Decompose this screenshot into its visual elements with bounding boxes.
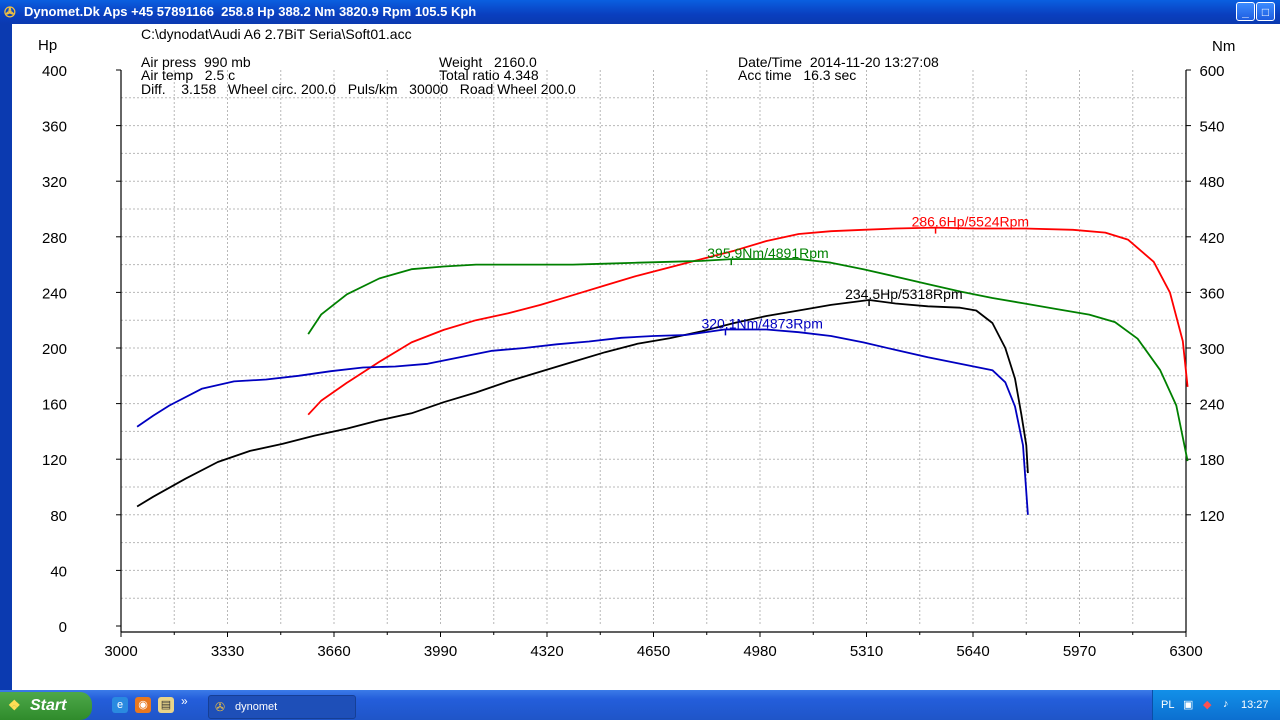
app-icon: ✇ — [4, 4, 16, 20]
acc-time: Acc time 16.3 sec — [738, 67, 856, 83]
x-tick-label: 3000 — [104, 643, 137, 660]
x-tick-label: 3990 — [424, 643, 457, 660]
y-left-tick-label: 400 — [42, 63, 67, 80]
taskbar — [0, 690, 1280, 720]
left-axis-label: Hp — [38, 37, 57, 54]
network-icon[interactable]: ▣ — [1183, 699, 1194, 711]
x-tick-label: 4650 — [637, 643, 670, 660]
firefox-icon[interactable]: ◉ — [135, 697, 151, 713]
file-path: C:\dynodat\Audi A6 2.7BiT Seria\Soft01.a… — [141, 26, 412, 42]
y-left-tick-label: 40 — [50, 563, 67, 580]
y-right-tick-label: 420 — [1199, 230, 1224, 247]
y-right-tick-label: 180 — [1199, 452, 1224, 469]
peak-label-4: 320.1Nm/4873Rpm — [701, 315, 822, 331]
y-right-tick-label: 120 — [1199, 508, 1224, 525]
y-left-tick-label: 160 — [42, 397, 67, 414]
series-line-2 — [307, 258, 1189, 462]
x-tick-label: 5310 — [850, 643, 883, 660]
security-icon[interactable]: ◆ — [1203, 699, 1212, 711]
window-left-border — [0, 24, 12, 690]
x-tick-label: 5970 — [1063, 643, 1096, 660]
x-tick-label: 6300 — [1169, 643, 1202, 660]
y-right-tick-label: 240 — [1199, 397, 1224, 414]
chart-grid — [121, 70, 1186, 626]
dyno-chart: 3000 3330 3660 3990 4320 4650 4980 5310 5640 5970… — [38, 26, 1235, 660]
language-indicator[interactable]: PL — [1161, 699, 1175, 711]
peak-label-1: 286.6Hp/5524Rpm — [912, 214, 1030, 230]
x-tick-label: 4320 — [530, 643, 563, 660]
x-tick-label: 3330 — [211, 643, 244, 660]
minimize-button[interactable]: _ — [1236, 2, 1255, 21]
air-press: Air press 990 mb — [141, 54, 251, 70]
y-left-tick-label: 240 — [42, 285, 67, 302]
y-left-tick-label: 120 — [42, 452, 67, 469]
total-ratio: Total ratio 4.348 — [439, 67, 539, 83]
windows-flag-icon: ❖ — [8, 697, 21, 713]
window-title: Dynomet.Dk Aps +45 57891166 258.8 Hp 388… — [24, 4, 477, 19]
quick-launch-more[interactable]: » — [181, 694, 188, 708]
air-temp: Air temp 2.5 c — [141, 67, 235, 83]
y-right-tick-label: 480 — [1199, 174, 1224, 191]
diff-line: Diff. 3.158 Wheel circ. 200.0 Puls/km 30… — [141, 81, 576, 97]
series-line-3 — [136, 299, 1029, 508]
window-titlebar[interactable]: ✇ Dynomet.Dk Aps +45 57891166 258.8 Hp 3… — [0, 0, 1280, 24]
y-left-tick-label: 200 — [42, 341, 67, 358]
y-right-tick-label: 300 — [1199, 341, 1224, 358]
weight: Weight 2160.0 — [439, 54, 537, 70]
y-right-tick-label: 360 — [1199, 285, 1224, 302]
series-line-4 — [136, 328, 1029, 515]
x-tick-label: 5640 — [956, 643, 989, 660]
y-left-tick-label: 280 — [42, 230, 67, 247]
peak-label-2: 395.9Nm/4891Rpm — [707, 245, 828, 261]
ie-icon[interactable]: e — [112, 697, 128, 713]
series-line-1 — [307, 226, 1189, 416]
chart-series — [136, 226, 1189, 515]
volume-icon[interactable]: ♪ — [1223, 698, 1229, 710]
system-tray: PL ▣ ◆ ♪ 13:27 — [1152, 690, 1280, 720]
y-right-tick-label: 600 — [1199, 63, 1224, 80]
y-left-tick-label: 80 — [50, 508, 67, 525]
chart-annotations: 286.6Hp/5524Rpm 395.9Nm/4891Rpm 234.5Hp/53… — [701, 214, 1029, 336]
clock: 13:27 — [1241, 699, 1269, 711]
y-left-tick-label: 320 — [42, 174, 67, 191]
y-left-tick-label: 360 — [42, 119, 67, 136]
chart-ticks: 3000 3330 3660 3990 4320 4650 4980 5310 5640 5970… — [42, 63, 1225, 660]
y-right-tick-label: 540 — [1199, 119, 1224, 136]
right-axis-label: Nm — [1212, 38, 1235, 55]
x-tick-label: 3660 — [317, 643, 350, 660]
dynomet-icon: ✇ — [215, 700, 226, 714]
start-button[interactable]: ❖ Start — [0, 692, 92, 720]
x-tick-label: 4980 — [743, 643, 776, 660]
y-left-tick-label: 0 — [59, 619, 67, 636]
maximize-button[interactable]: □ — [1256, 2, 1275, 21]
taskbar-item-dynomet[interactable]: ✇ dynomet — [208, 695, 356, 719]
explorer-icon[interactable]: ▤ — [158, 697, 174, 713]
peak-label-3: 234.5Hp/5318Rpm — [845, 286, 963, 302]
datetime: Date/Time 2014-11-20 13:27:08 — [738, 54, 939, 70]
